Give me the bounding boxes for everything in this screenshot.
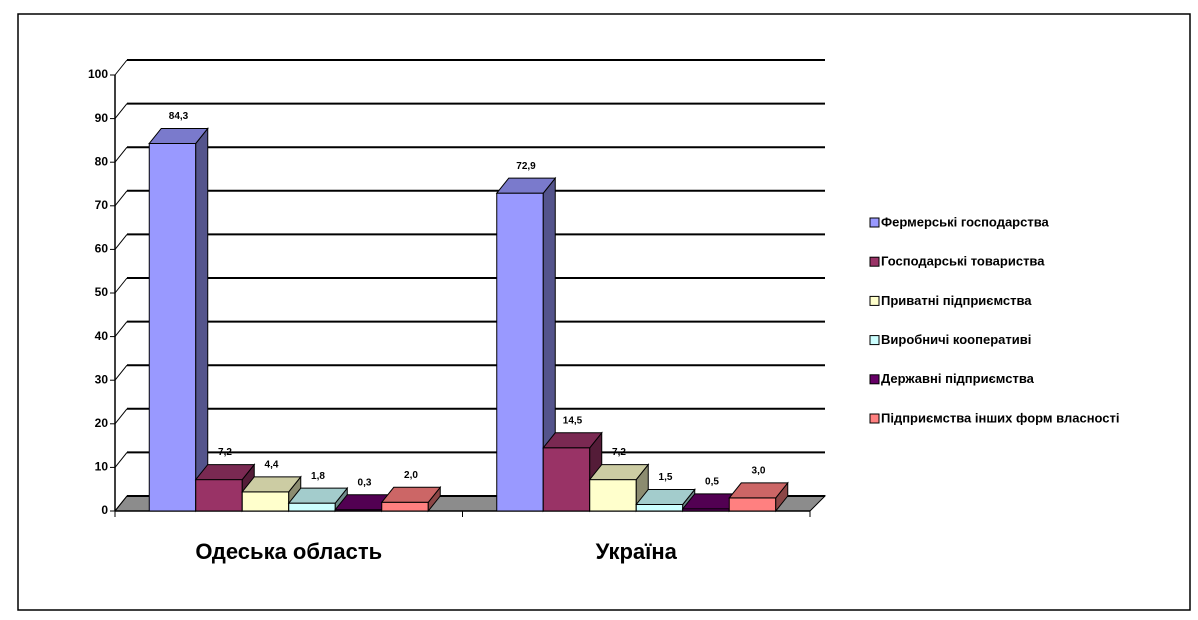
bar-top [241,476,302,493]
y-tick-label: 10 [95,460,109,474]
grid-diagonal [114,364,128,381]
value-label: 0,5 [705,476,719,487]
bar-front [195,479,243,512]
y-tick-label: 20 [95,416,109,430]
bar-top [635,488,696,505]
bar-front [288,502,336,512]
legend-label: Господарські товариства [881,254,1045,269]
y-tick-label: 50 [95,285,109,299]
value-label: 2,0 [404,470,418,481]
value-label: 7,2 [612,447,626,458]
grid-diagonal [114,408,128,425]
value-label: 14,5 [563,415,583,426]
grid-diagonal [114,452,128,468]
bar-front [542,447,591,512]
bar-front [148,142,197,512]
bar-top [495,177,557,194]
bar-front [635,503,684,512]
value-label: 84,3 [169,111,189,122]
bar-front [589,479,637,512]
bar-front [496,192,544,512]
grid-diagonal [114,277,128,294]
legend-swatch [869,335,880,346]
x-tick-label: Україна [596,539,678,564]
bar-front [728,497,777,512]
legend-label: Державні підприємства [881,371,1035,386]
y-tick-label: 90 [95,111,109,125]
value-label: 1,8 [311,471,325,482]
y-tick-label: 30 [95,372,109,386]
bar-front [241,491,290,512]
legend-label: Підприємства інших форм власності [881,410,1120,425]
grid-diagonal [114,190,128,207]
bar-top [542,432,603,449]
legend-swatch [869,413,880,424]
bar-top [287,487,349,504]
legend-swatch [869,295,880,306]
bar-top [148,127,209,144]
grid-diagonal [114,103,128,119]
value-label: 1,5 [659,472,673,483]
grid-diagonal [114,321,128,337]
value-label: 4,4 [265,459,279,470]
grid-diagonal [114,146,128,163]
y-tick-label: 70 [95,198,109,212]
legend-label: Фермерські господарства [881,214,1050,229]
y-tick-label: 40 [95,329,109,343]
grid-diagonal [114,234,128,250]
value-label: 3,0 [752,466,766,477]
legend-swatch [869,256,880,267]
legend-swatch [869,217,880,228]
grid-diagonal [114,59,128,76]
bar-side [195,127,209,513]
value-label: 7,2 [218,447,232,458]
bar-top [588,464,650,481]
legend-label: Виробничі кооперативі [881,332,1031,347]
value-label: 0,3 [358,477,372,488]
y-tick-label: 80 [95,154,109,168]
bar-top [194,464,256,481]
bar-top [728,482,789,499]
bar-top [380,486,442,503]
x-tick-label: Одеська область [195,539,382,564]
legend-label: Приватні підприємства [881,293,1032,308]
legend-swatch [869,374,880,385]
bar-front [381,501,429,512]
y-tick-label: 100 [88,67,108,81]
value-label: 72,9 [516,161,536,172]
grid-diagonal [114,495,128,512]
y-tick-label: 0 [101,503,108,517]
y-tick-label: 60 [95,242,109,256]
